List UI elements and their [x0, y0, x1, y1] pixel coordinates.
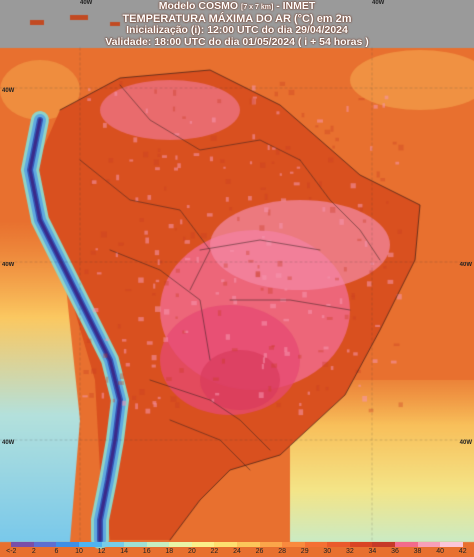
colorbar-tick-label: 40: [436, 548, 444, 555]
colorbar-tick-label: 6: [54, 548, 58, 555]
colorbar-tick-label: 18: [165, 548, 173, 555]
colorbar-segment: [192, 542, 215, 547]
longitude-label: 40W: [80, 0, 92, 6]
colorbar-segment: [34, 542, 57, 547]
latitude-label: 40W: [460, 440, 472, 446]
longitude-label: 40W: [372, 0, 384, 6]
colorbar-segment: [56, 542, 79, 547]
colorbar-segment: [418, 542, 441, 547]
colorbar-segment: [147, 542, 170, 547]
colorbar-segment: [395, 542, 418, 547]
model-resolution: [7 x 7 km]: [241, 4, 273, 11]
colorbar-tick-label: 14: [120, 548, 128, 555]
colorbar-segment: [237, 542, 260, 547]
colorbar-tick-label: 32: [346, 548, 354, 555]
latitude-label: 40W: [2, 262, 14, 268]
colorbar-tick-label: 26: [256, 548, 264, 555]
model-title: Modelo COSMO [7 x 7 km] - INMET: [0, 0, 474, 14]
colorbar-segment: [440, 542, 463, 547]
colorbar-segment: [11, 542, 34, 547]
latitude-label: 40W: [2, 440, 14, 446]
colorbar-segment: [260, 542, 283, 547]
validity-text: Validade: 18:00 UTC do dia 01/05/2024 ( …: [0, 37, 474, 49]
colorbar-tick-label: 2: [32, 548, 36, 555]
latitude-label: 40W: [460, 262, 472, 268]
colorbar-segment: [372, 542, 395, 547]
latitude-label: 40W: [2, 88, 14, 94]
colorbar-tick-label: <-2: [6, 548, 16, 555]
colorbar-segment: [282, 542, 305, 547]
colorbar-tick-label: 10: [75, 548, 83, 555]
colorbar-tick-label: 29: [301, 548, 309, 555]
initialization-text: Inicialização (i): 12:00 UTC do dia 29/0…: [0, 25, 474, 37]
colorbar-tick-label: 22: [211, 548, 219, 555]
colorbar-tick-label: 12: [98, 548, 106, 555]
colorbar-tick-label: 20: [188, 548, 196, 555]
colorbar-segment: [124, 542, 147, 547]
temperature-colorbar: <-2 2 6 10 12 14 16 18 20 22 24 26 28 29 30 32 34 36 38 40 4…: [0, 542, 474, 557]
colorbar-tick-label: 16: [143, 548, 151, 555]
colorbar-segment: [102, 542, 125, 547]
colorbar-tick-label: 24: [233, 548, 241, 555]
colorbar-tick-label: 38: [414, 548, 422, 555]
colorbar-segment: [214, 542, 237, 547]
colorbar-segment: [327, 542, 350, 547]
colorbar-segment: [350, 542, 373, 547]
colorbar-tick-label: 30: [323, 548, 331, 555]
colorbar-tick-label: 28: [278, 548, 286, 555]
colorbar-tick-label: 34: [369, 548, 377, 555]
model-source: - INMET: [276, 0, 315, 12]
colorbar-segment: [169, 542, 192, 547]
colorbar-tick-label: 36: [391, 548, 399, 555]
colorbar-segment: [305, 542, 328, 547]
colorbar-segment: [79, 542, 102, 547]
map-header: Modelo COSMO [7 x 7 km] - INMET TEMPERAT…: [0, 0, 474, 50]
colorbar-tick-label: 42: [459, 548, 467, 555]
model-name: Modelo COSMO: [159, 0, 238, 12]
